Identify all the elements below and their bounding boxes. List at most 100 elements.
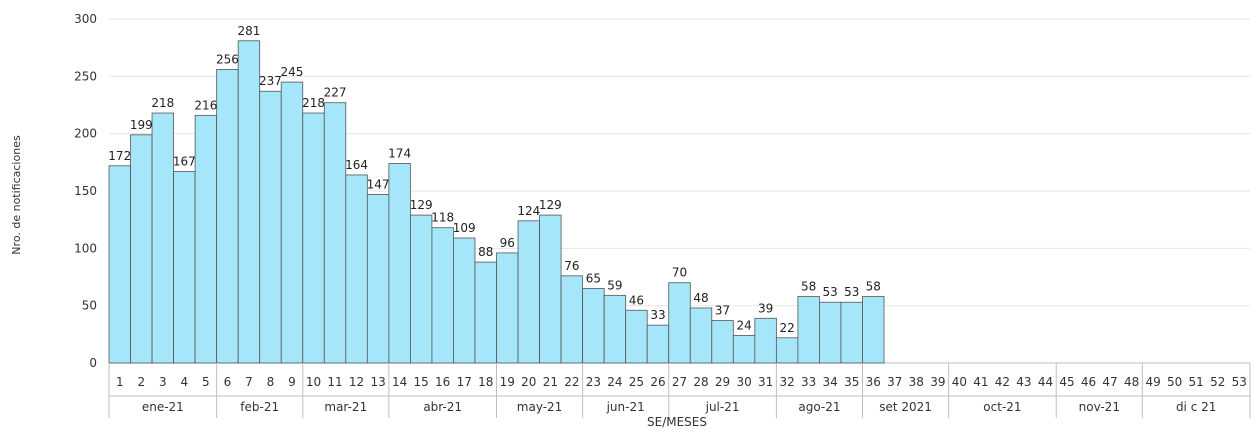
month-label: set 2021: [879, 400, 932, 414]
month-label: abr-21: [423, 400, 462, 414]
x-tick-label: 8: [267, 375, 275, 389]
y-tick-label: 50: [82, 299, 97, 313]
data-labels: 1721992181672162562812372452182271641471…: [108, 24, 881, 335]
data-label: 245: [281, 65, 304, 79]
x-tick-label: 38: [909, 375, 924, 389]
bar: [130, 134, 153, 364]
x-tick-label: 33: [801, 375, 816, 389]
x-tick-label: 29: [715, 375, 730, 389]
y-tick-label: 150: [74, 184, 97, 198]
x-tick-label: 39: [930, 375, 945, 389]
x-tick-label: 15: [414, 375, 429, 389]
x-tick-label: 23: [586, 375, 601, 389]
bar: [216, 69, 239, 364]
month-label: oct-21: [983, 400, 1021, 414]
data-label: 96: [500, 236, 515, 250]
bar: [388, 163, 411, 364]
bar: [689, 307, 713, 364]
x-tick-label: 19: [500, 375, 515, 389]
data-label: 118: [431, 211, 454, 225]
x-tick-label: 20: [521, 375, 536, 389]
bar: [862, 296, 885, 364]
x-tick-label: 11: [327, 375, 342, 389]
bar: [323, 102, 347, 364]
x-tick-label: 45: [1059, 375, 1074, 389]
data-label: 46: [629, 293, 644, 307]
bar: [668, 282, 691, 364]
data-label: 174: [388, 146, 411, 160]
x-tick-label: 25: [629, 375, 644, 389]
x-tick-label: 6: [224, 375, 232, 389]
data-label: 109: [453, 221, 476, 235]
data-label: 70: [672, 266, 687, 280]
data-label: 24: [736, 318, 751, 332]
data-label: 129: [539, 198, 562, 212]
bar: [582, 288, 605, 364]
x-tick-label: 30: [736, 375, 751, 389]
x-tick-label: 47: [1102, 375, 1117, 389]
bar: [259, 90, 282, 364]
data-label: 37: [715, 304, 730, 318]
x-tick-label: 4: [181, 375, 189, 389]
x-tick-label: 53: [1232, 375, 1247, 389]
bar: [539, 214, 562, 364]
bar: [711, 320, 734, 364]
bar: [646, 324, 670, 364]
y-tick-label: 200: [74, 127, 97, 141]
x-tick-label: 2: [137, 375, 145, 389]
data-label: 22: [780, 321, 795, 335]
y-tick-label: 0: [89, 356, 97, 370]
x-tick-label: 27: [672, 375, 687, 389]
x-tick-label: 42: [995, 375, 1010, 389]
x-axis-ticks: 1 2 3 4 5 6 7 8 9 10 11 12 13 14 15 16 17 18 19 20 21 22 23 24 2…: [116, 375, 1247, 389]
x-tick-label: 13: [370, 375, 385, 389]
x-tick-label: 14: [392, 375, 407, 389]
bars: [108, 40, 885, 364]
data-label: 59: [607, 278, 622, 292]
x-tick-label: 32: [780, 375, 795, 389]
data-label: 256: [216, 52, 239, 66]
data-label: 218: [302, 96, 325, 110]
month-label: jul-21: [705, 400, 740, 414]
x-tick-label: 26: [650, 375, 665, 389]
month-label: nov-21: [1079, 400, 1120, 414]
month-label: may-21: [517, 400, 563, 414]
month-label: jun-21: [606, 400, 645, 414]
bar: [754, 317, 777, 364]
x-tick-label: 49: [1145, 375, 1160, 389]
data-label: 147: [367, 177, 390, 191]
x-tick-label: 51: [1189, 375, 1204, 389]
data-label: 218: [151, 96, 174, 110]
bar: [409, 214, 433, 364]
x-tick-label: 12: [349, 375, 364, 389]
bar: [280, 81, 304, 364]
bar: [840, 301, 863, 364]
y-tick-label: 100: [74, 241, 97, 255]
x-tick-label: 40: [952, 375, 967, 389]
x-tick-label: 34: [823, 375, 838, 389]
bar: [366, 194, 390, 364]
x-tick-label: 50: [1167, 375, 1182, 389]
x-tick-label: 52: [1210, 375, 1225, 389]
bar: [431, 227, 454, 364]
bar: [819, 301, 842, 364]
x-tick-label: 28: [693, 375, 708, 389]
data-label: 76: [564, 259, 579, 273]
x-tick-label: 21: [543, 375, 558, 389]
data-label: 281: [237, 24, 260, 38]
bar: [173, 171, 196, 364]
data-label: 172: [108, 149, 131, 163]
data-label: 216: [194, 98, 217, 112]
bar: [194, 114, 218, 364]
data-label: 167: [173, 155, 196, 169]
bar: [345, 174, 368, 364]
data-label: 53: [844, 285, 859, 299]
data-label: 199: [130, 118, 153, 132]
bar: [625, 309, 648, 364]
month-label: feb-21: [240, 400, 279, 414]
x-tick-label: 31: [758, 375, 773, 389]
x-tick-label: 35: [844, 375, 859, 389]
x-tick-label: 24: [607, 375, 622, 389]
bar: [732, 335, 756, 364]
x-tick-label: 37: [887, 375, 902, 389]
